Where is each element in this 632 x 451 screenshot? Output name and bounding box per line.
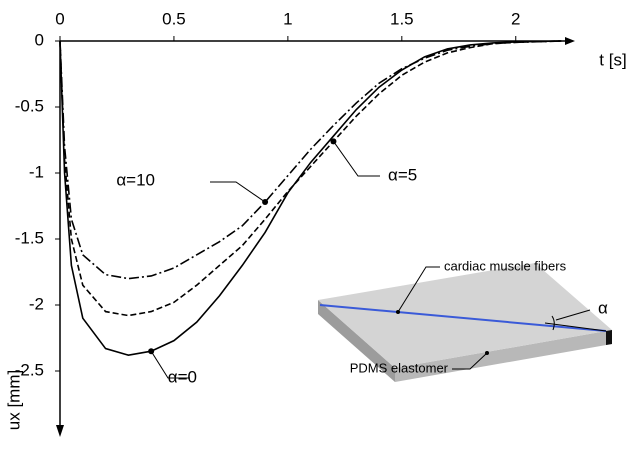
slab-top-face xyxy=(318,263,612,368)
x-tick-label: 0 xyxy=(55,9,64,28)
label-leader xyxy=(333,141,380,177)
x-axis-label: t [s] xyxy=(599,50,626,69)
data-point xyxy=(330,138,337,145)
inset-diagram: α cardiac muscle fibers PDMS elastomer xyxy=(318,258,612,382)
x-tick-label: 2 xyxy=(511,9,520,28)
slab-end xyxy=(606,330,612,345)
y-tick-label: -2 xyxy=(29,294,44,313)
data-point xyxy=(262,199,269,206)
series-label: α=5 xyxy=(388,165,417,184)
series-label: α=10 xyxy=(116,170,155,189)
data-point xyxy=(148,348,155,355)
data-line xyxy=(59,40,562,317)
fibers-dot xyxy=(396,310,400,314)
x-tick-label: 1 xyxy=(283,9,292,28)
elastomer-leader xyxy=(452,352,488,370)
slab-left-face xyxy=(318,300,395,382)
x-tick-label: 0.5 xyxy=(162,9,186,28)
angle-leader xyxy=(555,309,591,321)
angle-label: α xyxy=(598,298,608,317)
fiber-line xyxy=(319,304,607,332)
elastomer-dot xyxy=(485,351,489,355)
y-tick-label: -0.5 xyxy=(15,96,44,115)
slab-front-face xyxy=(395,330,612,382)
angle-arc xyxy=(551,315,555,331)
reference-line xyxy=(544,322,607,332)
y-tick-label: -2.5 xyxy=(15,360,44,379)
label-leader xyxy=(150,350,190,379)
y-tick-label: -1 xyxy=(29,162,44,181)
fibers-leader xyxy=(397,266,440,313)
data-line xyxy=(59,40,562,280)
y-tick-label: 0 xyxy=(35,30,44,49)
x-axis-arrow xyxy=(565,37,575,45)
x-tick-label: 1.5 xyxy=(390,9,414,28)
data-line xyxy=(59,40,562,356)
y-axis-label: ux [mm] xyxy=(4,370,23,430)
label-leader xyxy=(210,181,266,203)
fibers-label: cardiac muscle fibers xyxy=(444,258,567,273)
y-axis-arrow xyxy=(56,425,64,437)
series-label: α=0 xyxy=(168,367,197,386)
y-tick-label: -1.5 xyxy=(15,228,44,247)
elastomer-label: PDMS elastomer xyxy=(350,360,449,375)
